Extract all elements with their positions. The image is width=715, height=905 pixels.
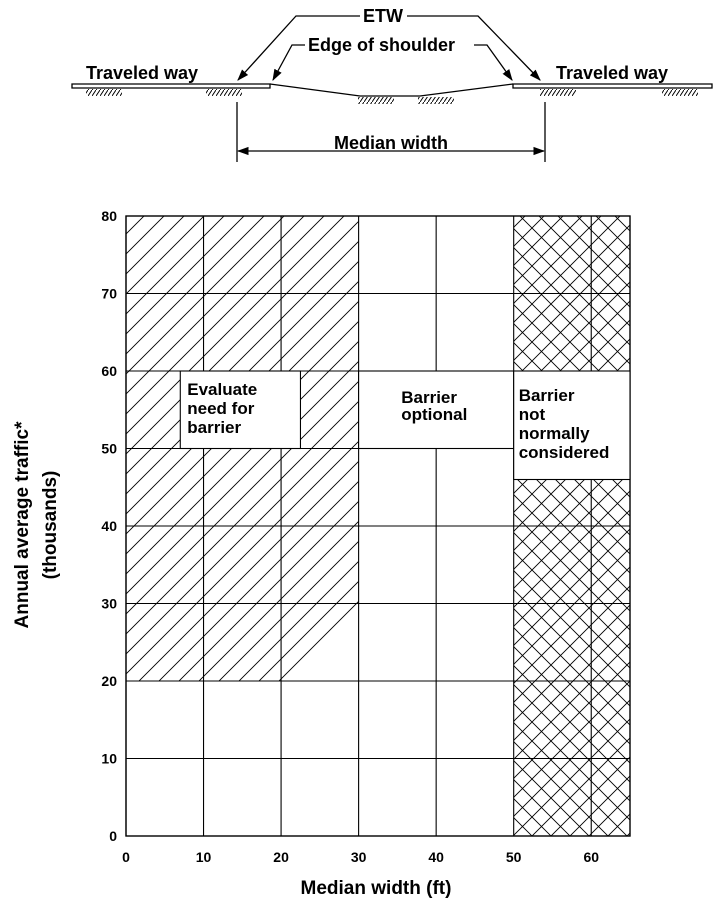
region-label-line: Barrier	[401, 388, 457, 407]
region-label-line: optional	[401, 405, 467, 424]
right-roadway-slab	[512, 83, 713, 89]
region-label-not-considered: Barrier not normally considered	[519, 386, 610, 462]
x-tick-label: 60	[583, 849, 599, 865]
x-tick-label: 50	[506, 849, 522, 865]
y-tick-label: 40	[101, 518, 117, 534]
earth-hatch-icon	[540, 89, 576, 96]
x-axis-title: Median width (ft)	[301, 878, 452, 899]
region-label-line: considered	[519, 443, 610, 462]
traveled-way-left-label: Traveled way	[86, 63, 198, 83]
traveled-way-right-label: Traveled way	[556, 63, 668, 83]
y-axis-title-line2: (thousands)	[40, 471, 61, 580]
shoulder-leader-right	[474, 44, 513, 81]
etw-leader-right	[407, 15, 541, 81]
region-label-line: Evaluate	[187, 380, 257, 399]
region-label-line: not	[519, 405, 546, 424]
region-label-line: Barrier	[519, 386, 575, 405]
earth-hatch-icon	[418, 97, 454, 104]
earth-hatch-icon	[662, 89, 698, 96]
x-tick-label: 20	[273, 849, 289, 865]
x-tick-label: 40	[428, 849, 444, 865]
earth-hatch-icon	[206, 89, 242, 96]
region-label-evaluate: Evaluate need for barrier	[187, 380, 257, 437]
shoulder-leader-left	[272, 44, 305, 82]
region-label-line: normally	[519, 424, 590, 443]
y-tick-label: 60	[101, 363, 117, 379]
earth-hatch-icon	[86, 89, 122, 96]
etw-leader-left	[237, 15, 360, 81]
median-width-label: Median width	[334, 133, 448, 153]
y-tick-label: 50	[101, 441, 117, 457]
region-label-optional: Barrier optional	[401, 388, 467, 424]
edge-of-shoulder-label: Edge of shoulder	[308, 35, 455, 55]
label-box-not-considered	[513, 370, 631, 481]
y-axis-title-line1: Annual average traffic*	[12, 421, 33, 629]
label-box-evaluate	[179, 370, 302, 450]
y-tick-label: 80	[101, 208, 117, 224]
x-tick-label: 0	[122, 849, 130, 865]
y-tick-label: 30	[101, 596, 117, 612]
y-tick-label: 0	[109, 828, 117, 844]
y-tick-label: 70	[101, 286, 117, 302]
region-label-line: barrier	[187, 418, 241, 437]
region-label-line: need for	[187, 399, 254, 418]
x-tick-label: 10	[196, 849, 212, 865]
etw-label: ETW	[363, 6, 403, 26]
left-roadway-slab	[71, 83, 271, 89]
chart-tick-labels: 0 10 20 30 40 50 60 0 10 20 30 40 50 60 70 80	[101, 208, 599, 865]
roadway-cross-section: Traveled way Traveled way ETW Edge of sh…	[71, 6, 713, 162]
median-ditch	[269, 83, 514, 97]
y-tick-label: 20	[101, 673, 117, 689]
plot-border	[125, 215, 631, 837]
y-tick-label: 10	[101, 751, 117, 767]
x-tick-label: 30	[351, 849, 367, 865]
label-box-optional	[358, 370, 515, 450]
earth-hatch-icon	[358, 97, 394, 104]
